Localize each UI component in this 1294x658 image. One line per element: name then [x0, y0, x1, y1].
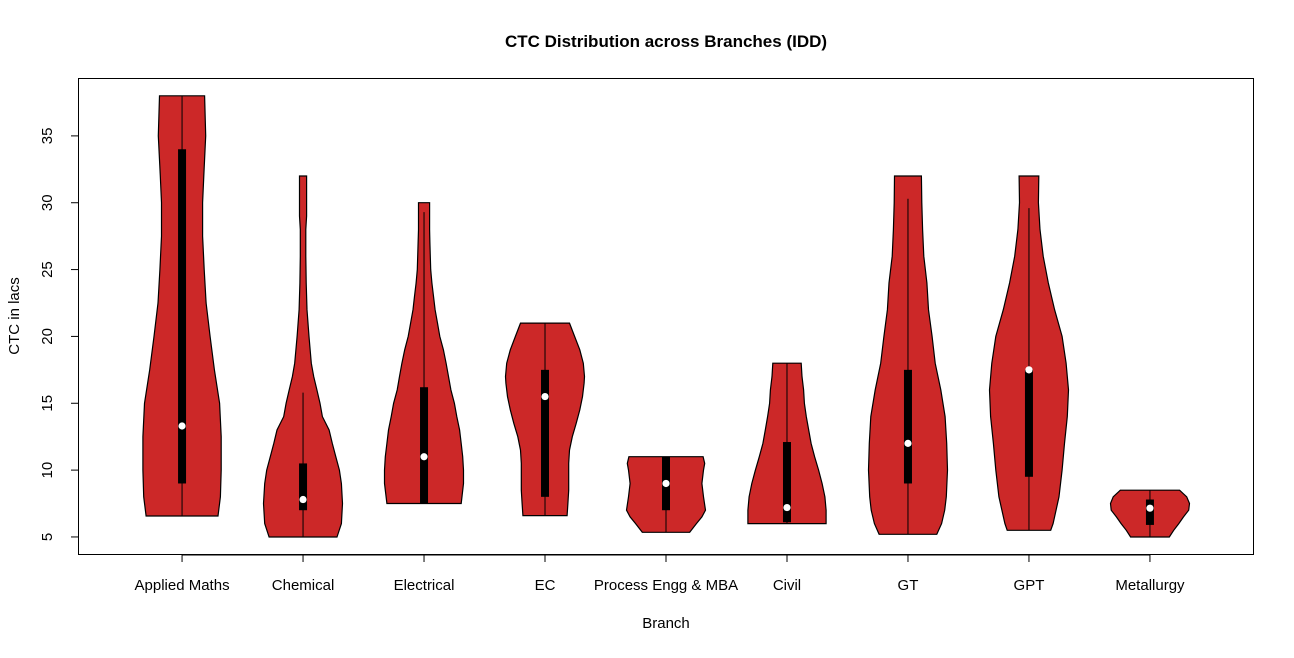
violin-8 — [1109, 489, 1191, 538]
violin-body — [262, 175, 344, 538]
chart-title: CTC Distribution across Branches (IDD) — [505, 32, 827, 51]
violin-0 — [142, 95, 222, 517]
x-tick-label: GT — [898, 577, 919, 594]
y-tick-label: 15 — [39, 395, 56, 412]
iqr-box — [782, 442, 791, 523]
median-point — [541, 392, 549, 401]
x-tick-label: EC — [535, 577, 556, 594]
median-point — [904, 439, 912, 447]
y-axis-label: CTC in lacs — [6, 277, 23, 355]
median-point — [299, 495, 307, 504]
x-tick-label: Metallurgy — [1115, 577, 1185, 594]
median-point — [178, 422, 186, 430]
median-point — [1025, 366, 1033, 374]
violin-1 — [262, 175, 344, 538]
median-point — [1146, 504, 1154, 512]
iqr-box — [1145, 499, 1154, 525]
iqr-box — [903, 369, 912, 484]
x-tick-label: Electrical — [394, 577, 455, 594]
y-tick-label: 25 — [39, 261, 56, 278]
x-tick-label: Chemical — [272, 577, 335, 594]
violin-7 — [988, 175, 1070, 531]
iqr-box — [420, 387, 429, 504]
y-tick-label: 30 — [39, 194, 56, 211]
violin-6 — [867, 175, 949, 535]
y-tick-label: 20 — [39, 328, 56, 345]
median-point — [662, 479, 670, 488]
y-tick-label: 35 — [39, 128, 56, 145]
x-tick-label: GPT — [1014, 577, 1045, 594]
x-axis-label: Branch — [642, 615, 690, 632]
median-point — [420, 453, 428, 461]
iqr-box — [1024, 369, 1033, 477]
x-tick-label: Applied Maths — [135, 577, 230, 594]
x-tick-label: Civil — [773, 577, 801, 594]
y-tick-label: 10 — [39, 462, 56, 479]
median-point — [783, 503, 791, 512]
violin-2 — [383, 202, 465, 505]
violin-3 — [504, 322, 586, 517]
violin-5 — [747, 362, 827, 525]
violin-4 — [625, 456, 707, 533]
y-tick-label: 5 — [39, 533, 56, 541]
iqr-box — [541, 369, 550, 497]
iqr-box — [299, 463, 308, 511]
iqr-box — [178, 149, 187, 484]
x-tick-label: Process Engg & MBA — [594, 577, 738, 594]
